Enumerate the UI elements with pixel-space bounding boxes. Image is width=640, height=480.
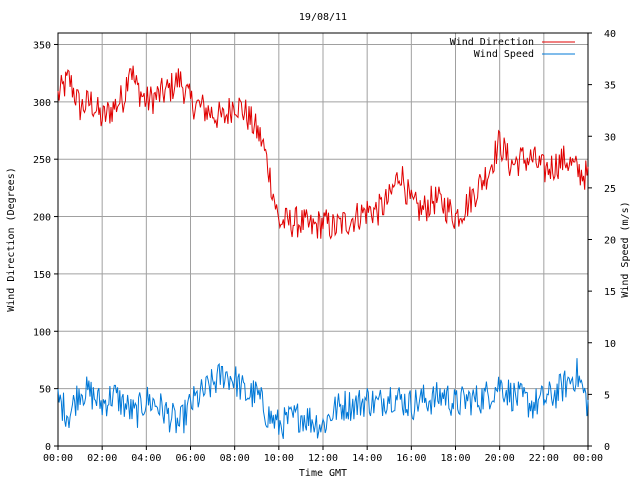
- y-left-tick-label: 350: [33, 40, 51, 51]
- series-line-wind-speed: [57, 358, 589, 439]
- x-tick-label: 22:00: [529, 453, 559, 464]
- axis-ticks: 00:00 02:00 04:00 06:00 08:00 10:00 12:00 14:00…: [33, 29, 616, 464]
- y-right-tick-label: 15: [604, 287, 616, 298]
- x-tick-label: 04:00: [131, 453, 161, 464]
- legend-label-wind-direction: Wind Direction: [450, 37, 534, 48]
- x-axis-label: Time GMT: [299, 468, 347, 479]
- legend-label-wind-speed: Wind Speed: [474, 49, 534, 60]
- y-left-tick-label: 150: [33, 270, 51, 281]
- y-right-tick-label: 25: [604, 184, 616, 195]
- x-tick-label: 18:00: [440, 453, 470, 464]
- grid: [58, 33, 588, 446]
- y-axis-label-right: Wind Speed (m/s): [620, 201, 631, 297]
- x-tick-label: 02:00: [87, 453, 117, 464]
- y-right-tick-label: 30: [604, 132, 616, 143]
- x-tick-label: 16:00: [396, 453, 426, 464]
- chart-title: 19/08/11: [299, 12, 347, 23]
- y-left-tick-label: 250: [33, 155, 51, 166]
- y-axis-label-left: Wind Direction (Degrees): [6, 167, 17, 312]
- y-left-tick-label: 300: [33, 98, 51, 109]
- x-tick-label: 10:00: [264, 453, 294, 464]
- series-layer: [57, 65, 589, 439]
- x-tick-label: 08:00: [220, 453, 250, 464]
- x-tick-label: 00:00: [43, 453, 73, 464]
- y-right-tick-label: 40: [604, 29, 616, 40]
- y-left-tick-label: 50: [39, 385, 51, 396]
- y-left-tick-label: 200: [33, 213, 51, 224]
- y-right-tick-label: 5: [604, 390, 610, 401]
- legend: Wind Direction Wind Speed: [450, 37, 575, 60]
- x-tick-label: 00:00: [573, 453, 603, 464]
- y-right-tick-label: 20: [604, 236, 616, 247]
- x-tick-label: 14:00: [352, 453, 382, 464]
- x-tick-label: 12:00: [308, 453, 338, 464]
- x-tick-label: 06:00: [175, 453, 205, 464]
- y-left-tick-label: 0: [45, 442, 51, 453]
- y-right-tick-label: 0: [604, 442, 610, 453]
- y-left-tick-label: 100: [33, 327, 51, 338]
- y-right-tick-label: 10: [604, 339, 616, 350]
- x-tick-label: 20:00: [485, 453, 515, 464]
- y-right-tick-label: 35: [604, 81, 616, 92]
- series-line-wind-direction: [57, 65, 589, 240]
